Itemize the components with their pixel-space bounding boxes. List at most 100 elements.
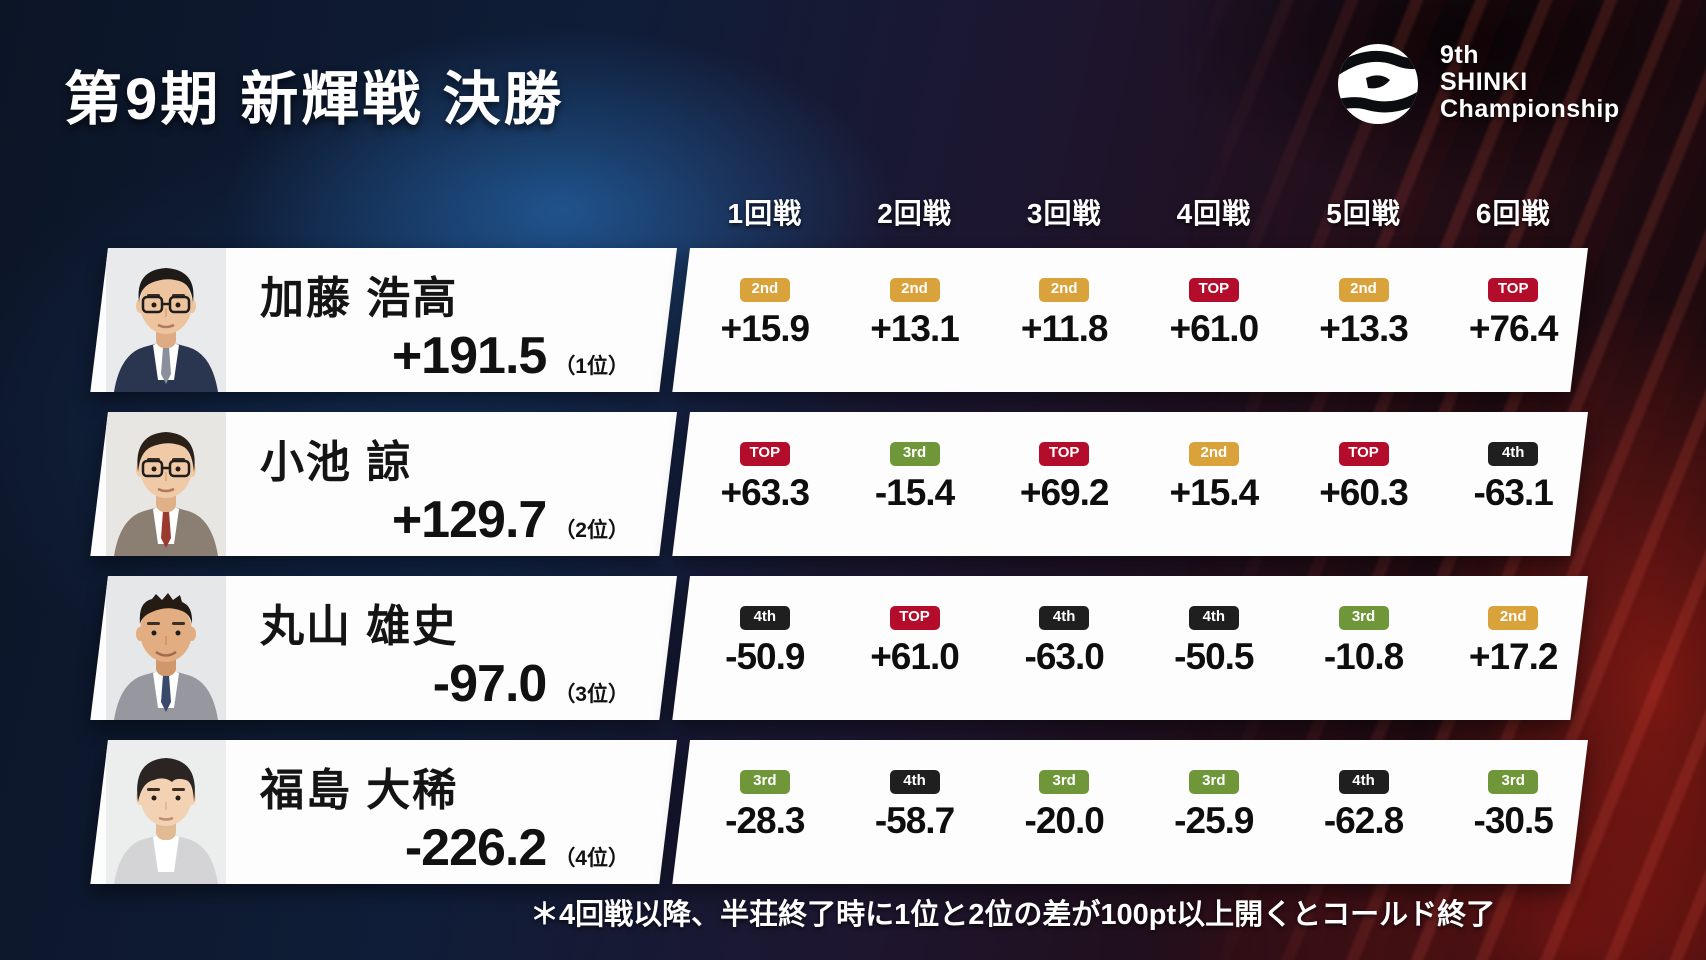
round-score: -58.7 [874,800,955,841]
round-cell: 3rd -10.8 [1289,576,1439,720]
overall-rank: （2位） [554,519,629,542]
total-score: +129.7 [391,491,547,549]
round-cell: TOP +63.3 [690,412,840,556]
round-rank-badge: 4th [1338,770,1389,794]
round-cell: 2nd +11.8 [989,248,1139,392]
round-score: -15.4 [874,472,955,513]
round-cell: 4th -50.5 [1139,576,1289,720]
player-total: -226.2 （4位） [405,818,629,878]
round-score: +61.0 [1169,308,1259,349]
round-cell: 3rd -25.9 [1139,740,1289,884]
round-rank-badge: 4th [1488,442,1539,466]
player-name: 福島 大稀 [260,766,459,815]
round-cell: 3rd -20.0 [989,740,1139,884]
round-cell: 2nd +17.2 [1438,576,1588,720]
round-score: -50.9 [725,636,805,677]
round-rank-badge: TOP [889,606,940,630]
round-rank-badge: 4th [1188,606,1239,630]
round-rank-badge: 2nd [1188,442,1239,466]
round-header-2: 2回戦 [877,198,952,229]
total-score: -97.0 [432,655,547,713]
round-score: +69.2 [1019,472,1109,513]
round-rank-badge: 4th [739,606,790,630]
round-score: -62.8 [1323,800,1404,841]
round-rank-badge: 3rd [1039,770,1090,794]
round-score: -63.0 [1024,636,1104,677]
round-cell: TOP +60.3 [1289,412,1439,556]
round-rank-badge: 4th [889,770,940,794]
player-info-card: 福島 大稀 -226.2 （4位） [90,740,677,884]
round-cell: 3rd -30.5 [1438,740,1588,884]
round-rank-badge: 3rd [1488,770,1539,794]
player-name: 加藤 浩高 [260,274,459,323]
round-rank-badge: 3rd [739,770,790,794]
round-headers: 1回戦 2回戦 3回戦 4回戦 5回戦 6回戦 [690,192,1588,232]
round-cell: 2nd +13.3 [1289,248,1439,392]
round-score: +63.3 [720,472,810,513]
round-score: -30.5 [1473,800,1553,841]
player-photo [102,248,230,392]
round-rank-badge: 2nd [1488,606,1539,630]
total-score: -226.2 [404,819,547,877]
player-row: 福島 大稀 -226.2 （4位） 3rd -28.3 4th -58.7 3rd… [0,740,1706,884]
round-header-5: 5回戦 [1326,198,1401,229]
overall-rank: （1位） [554,355,629,378]
round-scores-card: 4th -50.9 TOP +61.0 4th -63.0 4th -50.5 … [672,576,1588,720]
player-total: +191.5 （1位） [392,326,629,386]
round-cell: 3rd -15.4 [840,412,990,556]
overall-rank: （3位） [554,683,629,706]
round-rank-badge: 3rd [1338,606,1389,630]
tournament-logo-text: 9th SHINKI Championship [1440,42,1620,123]
round-score: -50.5 [1174,636,1254,677]
player-row: 丸山 雄史 -97.0 （3位） 4th -50.9 TOP +61.0 4th … [0,576,1706,720]
round-score: +76.4 [1468,308,1558,349]
round-header-1: 1回戦 [727,198,803,229]
round-cell: TOP +76.4 [1438,248,1588,392]
round-score: +61.0 [870,636,959,677]
overall-rank: （4位） [554,847,629,870]
round-scores-card: 3rd -28.3 4th -58.7 3rd -20.0 3rd -25.9 … [672,740,1588,884]
round-scores-card: 2nd +15.9 2nd +13.1 2nd +11.8 TOP +61.0 … [672,248,1588,392]
round-score: -28.3 [725,800,805,841]
round-rank-badge: 2nd [1338,278,1389,302]
page-title: 第9期 新輝戦 決勝 [64,67,565,132]
round-rank-badge: 3rd [889,442,940,466]
round-cell: 4th -63.1 [1438,412,1588,556]
player-name: 丸山 雄史 [260,602,459,651]
round-rank-badge: 2nd [1039,278,1090,302]
round-cell: 2nd +15.9 [690,248,840,392]
round-cell: TOP +61.0 [840,576,990,720]
round-rank-badge: 4th [1039,606,1090,630]
round-rank-badge: TOP [739,442,790,466]
round-score: +15.9 [720,308,810,349]
round-cell: 4th -50.9 [690,576,840,720]
player-name: 小池 諒 [260,438,413,487]
round-cell: 4th -58.7 [840,740,990,884]
player-total: +129.7 （2位） [392,490,629,550]
round-score: -10.8 [1323,636,1404,677]
round-cell: 4th -63.0 [989,576,1139,720]
player-info-card: 小池 諒 +129.7 （2位） [90,412,677,556]
player-photo [102,576,230,720]
round-rank-badge: TOP [1039,442,1090,466]
total-score: +191.5 [391,327,547,385]
round-rank-badge: 3rd [1188,770,1239,794]
round-rank-badge: 2nd [889,278,940,302]
round-cell: 4th -62.8 [1289,740,1439,884]
round-header-4: 4回戦 [1176,198,1252,229]
round-score: +17.2 [1468,636,1558,677]
round-scores-card: TOP +63.3 3rd -15.4 TOP +69.2 2nd +15.4 … [672,412,1588,556]
player-row: 小池 諒 +129.7 （2位） TOP +63.3 3rd -15.4 TOP … [0,412,1706,556]
round-rank-badge: TOP [1188,278,1239,302]
round-score: -20.0 [1024,800,1104,841]
round-score: +13.1 [870,308,959,349]
round-cell: TOP +69.2 [989,412,1139,556]
round-cell: 3rd -28.3 [690,740,840,884]
round-rank-badge: 2nd [739,278,790,302]
round-header-6: 6回戦 [1475,198,1551,229]
logo-line-2: SHINKI [1440,68,1528,96]
round-score: -63.1 [1473,472,1553,513]
player-info-card: 丸山 雄史 -97.0 （3位） [90,576,677,720]
round-cell: 2nd +15.4 [1139,412,1289,556]
